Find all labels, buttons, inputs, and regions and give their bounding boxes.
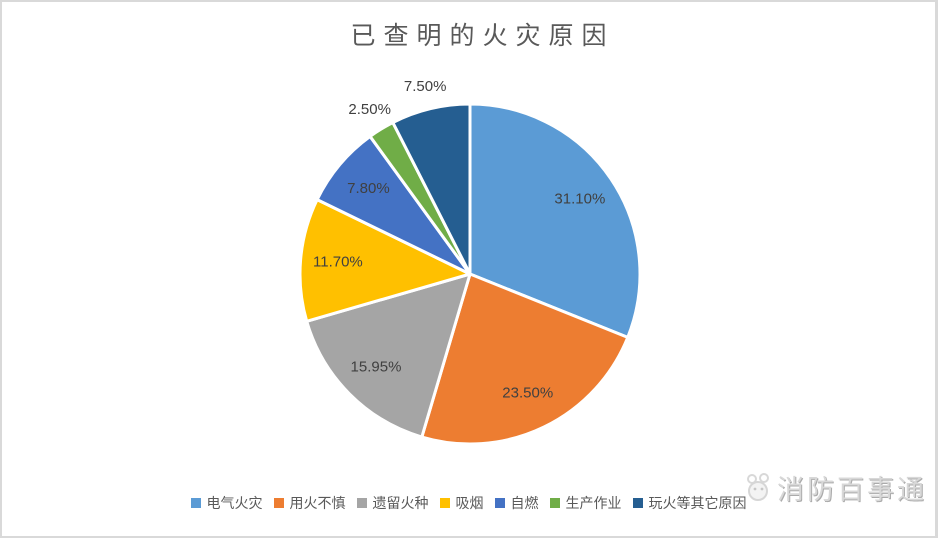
- legend-item-2[interactable]: 遗留火种: [356, 493, 429, 513]
- legend-label: 吸烟: [455, 495, 484, 511]
- legend-label: 玩火等其它原因: [648, 495, 747, 511]
- legend-label: 生产作业: [565, 495, 622, 511]
- legend-label: 电气火灾: [206, 495, 263, 511]
- pie-slice-1[interactable]: [420, 272, 630, 446]
- legend-swatch-icon: [190, 498, 201, 508]
- legend-swatch-icon: [273, 498, 284, 508]
- data-label-0: 31.10%: [554, 191, 605, 208]
- legend-item-4[interactable]: 自燃: [494, 493, 539, 513]
- legend-swatch-icon: [494, 498, 505, 508]
- chart-title: 已查明的火灾原因: [350, 22, 615, 50]
- pie-slice-3[interactable]: [298, 198, 472, 323]
- pie-slice-2[interactable]: [305, 272, 472, 439]
- chart-legend: 电气火灾 用火不慎 遗留火种 吸烟 自燃 生产作业 玩火等其它原因: [2, 493, 935, 513]
- legend-swatch-icon: [439, 498, 450, 508]
- legend-item-5[interactable]: 生产作业: [549, 493, 622, 513]
- data-label-6: 7.50%: [404, 78, 447, 95]
- data-label-3: 11.70%: [313, 254, 363, 271]
- legend-item-6[interactable]: 玩火等其它原因: [632, 493, 747, 513]
- data-label-1: 23.50%: [502, 384, 553, 401]
- legend-item-3[interactable]: 吸烟: [439, 493, 484, 513]
- legend-swatch-icon: [632, 498, 643, 508]
- legend-item-0[interactable]: 电气火灾: [190, 493, 263, 513]
- pie-slice-6[interactable]: [391, 102, 472, 276]
- legend-swatch-icon: [356, 498, 367, 508]
- legend-swatch-icon: [549, 498, 560, 508]
- legend-label: 自燃: [510, 495, 539, 511]
- legend-label: 遗留火种: [372, 495, 429, 511]
- data-label-4: 7.80%: [347, 180, 390, 197]
- data-label-2: 15.95%: [351, 358, 402, 375]
- data-label-5: 2.50%: [348, 101, 391, 118]
- legend-label: 用火不慎: [289, 495, 346, 511]
- legend-item-1[interactable]: 用火不慎: [273, 493, 346, 513]
- pie-slice-0[interactable]: [468, 102, 642, 339]
